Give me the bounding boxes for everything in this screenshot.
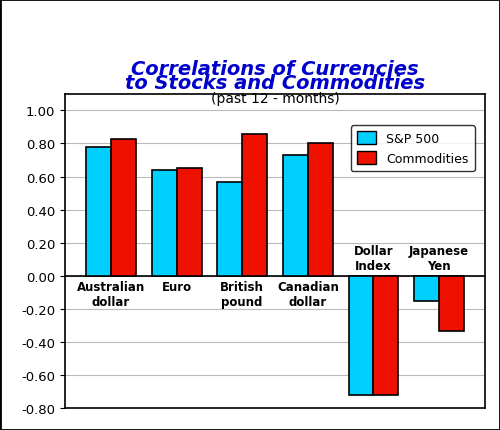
Bar [152,171,176,276]
Bar [374,276,398,395]
Bar [348,276,374,395]
Text: (past 12 - months): (past 12 - months) [210,92,340,106]
Text: Dollar
Index: Dollar Index [354,244,393,272]
Text: British
pound: British pound [220,280,264,308]
Text: Canadian
dollar: Canadian dollar [277,280,339,308]
Bar [308,144,333,276]
Bar [439,276,464,331]
Text: Correlations of Currencies: Correlations of Currencies [131,60,419,79]
Text: Australian
dollar: Australian dollar [77,280,145,308]
Text: to Stocks and Commodities: to Stocks and Commodities [125,74,425,93]
Bar [86,147,111,276]
Text: Euro: Euro [162,280,192,293]
Bar [217,182,242,276]
Bar [242,134,267,276]
Bar [283,156,308,276]
Text: Japanese
Yen: Japanese Yen [409,244,469,272]
Bar [111,139,136,276]
Bar [414,276,439,301]
Bar [176,169,202,276]
Legend: S&P 500, Commodities: S&P 500, Commodities [351,126,474,172]
